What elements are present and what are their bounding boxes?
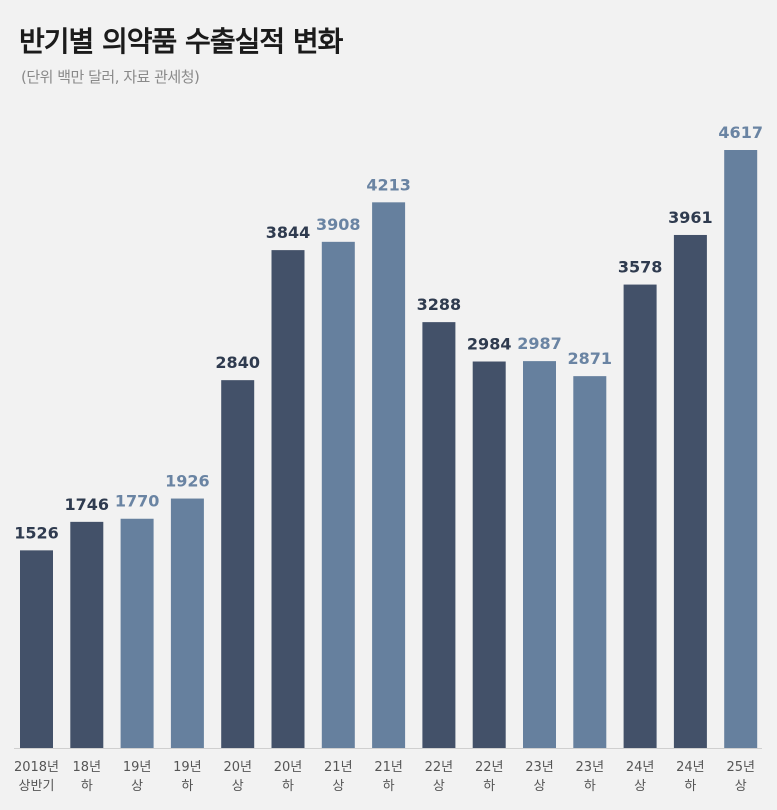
x-tick-label: 상 — [634, 779, 646, 794]
x-tick-label: 상 — [433, 779, 445, 794]
bar-value-label: 1926 — [165, 472, 210, 491]
bar-value-label: 2987 — [517, 334, 562, 353]
x-tick-label: 상 — [534, 779, 546, 794]
bar — [472, 361, 506, 748]
bar-value-label: 4617 — [718, 123, 763, 142]
bar — [221, 380, 255, 748]
bar — [321, 241, 355, 748]
bar-value-label: 1526 — [14, 523, 59, 542]
x-tick-label: 22년 — [475, 760, 504, 775]
x-tick-label: 상 — [332, 779, 344, 794]
x-tick-label: 하 — [383, 779, 395, 794]
x-tick-label: 20년 — [223, 760, 252, 775]
bar-value-label: 3908 — [316, 215, 361, 234]
x-tick-label: 23년 — [525, 760, 554, 775]
x-tick-label: 22년 — [425, 760, 454, 775]
x-tick-label: 상반기 — [19, 779, 55, 794]
bar — [70, 521, 104, 748]
bar-value-label: 1770 — [115, 492, 160, 511]
x-tick-label: 21년 — [324, 760, 353, 775]
bar — [673, 234, 707, 748]
x-tick-label: 상 — [232, 779, 244, 794]
x-tick-label: 25년 — [726, 760, 755, 775]
bar — [20, 550, 53, 748]
x-tick-label: 24년 — [626, 760, 655, 775]
bar — [422, 322, 456, 748]
bar-value-label: 3844 — [266, 223, 311, 242]
bar — [170, 498, 204, 748]
bar-value-label: 4213 — [366, 175, 411, 194]
bar — [573, 376, 607, 748]
x-tick-label: 24년 — [676, 760, 705, 775]
x-tick-label: 하 — [181, 779, 193, 794]
bar-value-label: 2984 — [467, 335, 512, 354]
x-tick-label: 하 — [584, 779, 596, 794]
x-tick-label: 19년 — [123, 760, 152, 775]
bar — [120, 518, 154, 748]
bar — [271, 250, 305, 748]
x-tick-label: 하 — [81, 779, 93, 794]
chart-subtitle: (단위 백만 달러, 자료 관세청) — [21, 68, 200, 86]
x-tick-label: 상 — [131, 779, 143, 794]
x-tick-label: 하 — [483, 779, 495, 794]
x-tick-label: 18년 — [73, 760, 102, 775]
x-tick-label: 상 — [735, 779, 747, 794]
x-tick-label: 23년 — [576, 760, 605, 775]
bar — [623, 284, 657, 748]
x-tick-label: 21년 — [374, 760, 403, 775]
bar — [724, 150, 758, 748]
x-tick-label: 20년 — [274, 760, 303, 775]
chart-title: 반기별 의약품 수출실적 변화 — [19, 25, 343, 58]
x-tick-label: 2018년 — [14, 760, 59, 775]
bar-value-label: 1746 — [65, 495, 110, 514]
x-tick-label: 하 — [282, 779, 294, 794]
bar — [523, 361, 556, 748]
x-tick-label: 19년 — [173, 760, 202, 775]
bar — [372, 202, 406, 749]
x-tick-label: 하 — [684, 779, 696, 794]
bar-value-label: 2871 — [568, 349, 613, 368]
bar-value-label: 3578 — [618, 258, 663, 277]
bar-value-label: 2840 — [215, 353, 260, 372]
bar-value-label: 3961 — [668, 208, 713, 227]
bar-value-label: 3288 — [417, 295, 462, 314]
